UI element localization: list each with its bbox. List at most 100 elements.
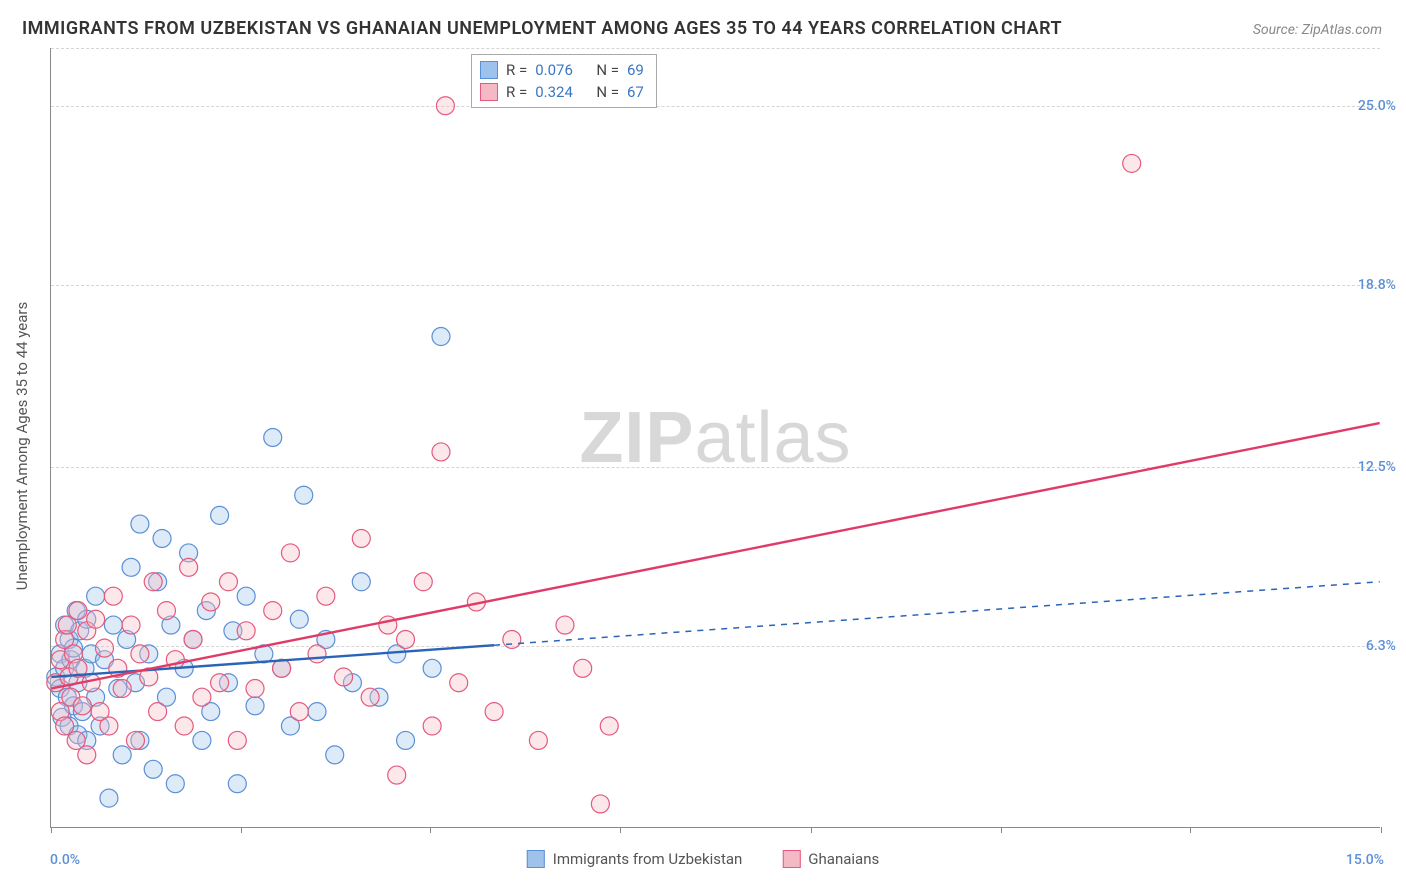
scatter-point-ghanaians <box>193 688 211 706</box>
scatter-point-ghanaians <box>388 766 406 784</box>
scatter-point-ghanaians <box>95 639 113 657</box>
scatter-point-uzbekistan <box>100 789 118 807</box>
scatter-point-ghanaians <box>600 717 618 735</box>
legend-label-uzbekistan: Immigrants from Uzbekistan <box>553 850 743 868</box>
scatter-point-uzbekistan <box>144 760 162 778</box>
scatter-point-ghanaians <box>149 703 167 721</box>
scatter-point-ghanaians <box>352 529 370 547</box>
swatch-uzbekistan <box>480 61 498 79</box>
scatter-point-ghanaians <box>361 688 379 706</box>
scatter-point-ghanaians <box>180 558 198 576</box>
x-tick-right: 15.0% <box>1346 852 1384 868</box>
y-tick-label: 12.5% <box>1358 459 1396 475</box>
y-tick-label: 25.0% <box>1358 98 1396 114</box>
y-tick-label: 6.3% <box>1366 638 1396 654</box>
scatter-point-ghanaians <box>73 697 91 715</box>
bottom-legend: Immigrants from Uzbekistan Ghanaians <box>527 850 879 868</box>
scatter-point-ghanaians <box>397 630 415 648</box>
scatter-point-ghanaians <box>211 674 229 692</box>
scatter-point-ghanaians <box>246 680 264 698</box>
scatter-point-ghanaians <box>175 717 193 735</box>
source-label: Source: <box>1253 22 1298 38</box>
scatter-point-ghanaians <box>131 645 149 663</box>
scatter-point-uzbekistan <box>104 616 122 634</box>
legend-swatch-uzbekistan <box>527 850 545 868</box>
scatter-point-ghanaians <box>436 97 454 115</box>
scatter-point-ghanaians <box>157 602 175 620</box>
x-tickmark <box>241 827 242 833</box>
n-label: N = <box>596 83 619 101</box>
scatter-point-ghanaians <box>591 795 609 813</box>
swatch-ghanaians <box>480 83 498 101</box>
scatter-point-ghanaians <box>264 602 282 620</box>
scatter-point-ghanaians <box>574 659 592 677</box>
scatter-point-ghanaians <box>78 746 96 764</box>
correlation-row-uzbekistan: R = 0.076 N = 69 <box>480 59 644 81</box>
scatter-point-uzbekistan <box>228 775 246 793</box>
scatter-point-uzbekistan <box>87 587 105 605</box>
scatter-point-ghanaians <box>87 610 105 628</box>
scatter-point-ghanaians <box>450 674 468 692</box>
scatter-point-ghanaians <box>308 645 326 663</box>
scatter-point-ghanaians <box>202 593 220 611</box>
scatter-point-ghanaians <box>100 717 118 735</box>
y-tick-label: 18.8% <box>1358 277 1396 293</box>
y-axis-label: Unemployment Among Ages 35 to 44 years <box>13 302 31 590</box>
n-value-uzbekistan: 69 <box>627 61 644 79</box>
legend-item-uzbekistan: Immigrants from Uzbekistan <box>527 850 743 868</box>
scatter-point-uzbekistan <box>246 697 264 715</box>
legend-item-ghanaians: Ghanaians <box>782 850 879 868</box>
scatter-point-uzbekistan <box>432 328 450 346</box>
scatter-point-uzbekistan <box>131 515 149 533</box>
scatter-point-ghanaians <box>184 630 202 648</box>
scatter-point-uzbekistan <box>423 659 441 677</box>
scatter-point-ghanaians <box>379 616 397 634</box>
x-tickmark <box>811 827 812 833</box>
trendline-dashed-uzbekistan <box>494 582 1380 645</box>
chart-svg <box>51 48 1380 827</box>
scatter-point-uzbekistan <box>193 731 211 749</box>
plot-area: ZIPatlas R = 0.076 N = 69 R = 0.324 N = … <box>50 48 1380 828</box>
x-tick-left: 0.0% <box>50 852 80 868</box>
r-label: R = <box>506 83 527 101</box>
legend-label-ghanaians: Ghanaians <box>808 850 879 868</box>
x-tickmark <box>430 827 431 833</box>
scatter-point-ghanaians <box>317 587 335 605</box>
correlation-row-ghanaians: R = 0.324 N = 67 <box>480 81 644 103</box>
scatter-point-uzbekistan <box>237 587 255 605</box>
scatter-point-uzbekistan <box>211 506 229 524</box>
scatter-point-ghanaians <box>104 587 122 605</box>
scatter-point-uzbekistan <box>113 746 131 764</box>
n-value-ghanaians: 67 <box>627 83 644 101</box>
scatter-point-ghanaians <box>237 622 255 640</box>
source-attribution: Source: ZipAtlas.com <box>1253 22 1382 38</box>
scatter-point-ghanaians <box>228 731 246 749</box>
legend-swatch-ghanaians <box>782 850 800 868</box>
scatter-point-ghanaians <box>1123 154 1141 172</box>
scatter-point-ghanaians <box>126 731 144 749</box>
scatter-point-ghanaians <box>414 573 432 591</box>
scatter-point-ghanaians <box>56 717 74 735</box>
chart-title: IMMIGRANTS FROM UZBEKISTAN VS GHANAIAN U… <box>22 18 1062 39</box>
scatter-point-ghanaians <box>432 443 450 461</box>
scatter-point-uzbekistan <box>326 746 344 764</box>
scatter-point-ghanaians <box>219 573 237 591</box>
scatter-point-ghanaians <box>503 630 521 648</box>
scatter-point-uzbekistan <box>290 610 308 628</box>
scatter-point-uzbekistan <box>397 731 415 749</box>
scatter-point-ghanaians <box>69 602 87 620</box>
scatter-point-uzbekistan <box>352 573 370 591</box>
x-tickmark <box>1001 827 1002 833</box>
x-tickmark <box>51 827 52 833</box>
scatter-point-uzbekistan <box>295 486 313 504</box>
x-tickmark <box>620 827 621 833</box>
scatter-point-uzbekistan <box>308 703 326 721</box>
scatter-point-ghanaians <box>144 573 162 591</box>
scatter-point-ghanaians <box>335 668 353 686</box>
r-value-ghanaians: 0.324 <box>535 83 573 101</box>
r-value-uzbekistan: 0.076 <box>535 61 573 79</box>
scatter-point-uzbekistan <box>153 529 171 547</box>
scatter-point-uzbekistan <box>264 429 282 447</box>
n-label: N = <box>596 61 619 79</box>
scatter-point-ghanaians <box>556 616 574 634</box>
